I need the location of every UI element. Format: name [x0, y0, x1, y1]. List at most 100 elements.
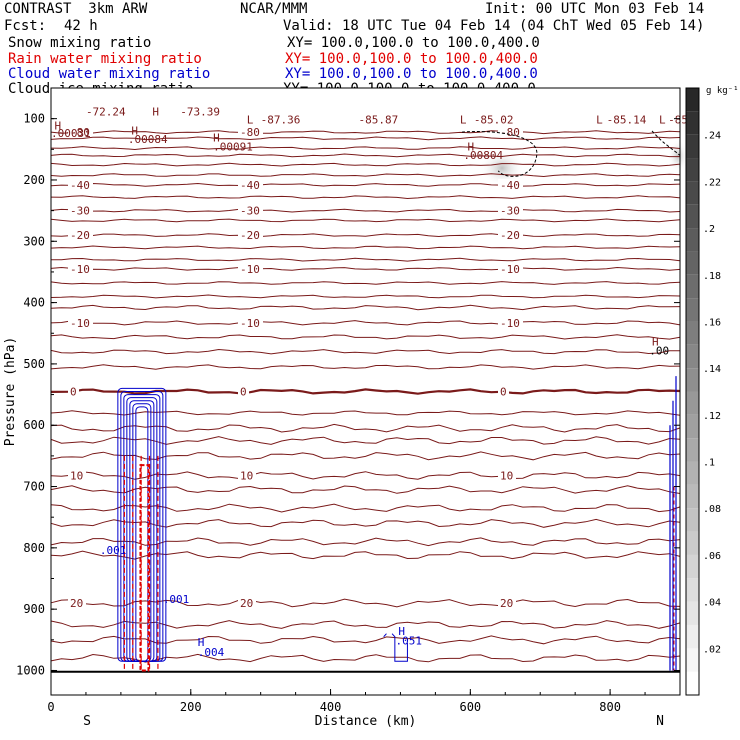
- isotherm-line: [50, 233, 681, 238]
- colorbar-tick-label: .06: [703, 551, 721, 562]
- contour-annotation: L: [460, 114, 467, 127]
- x-tick-label: 0: [47, 700, 54, 714]
- colorbar-tick-label: .16: [703, 317, 721, 328]
- colorbar-tick-label: .08: [703, 504, 721, 515]
- isotherm-label: 0: [500, 386, 507, 399]
- contour-annotation: .00091: [213, 141, 253, 154]
- x-tick-label: 800: [599, 700, 621, 714]
- colorbar-step: [686, 344, 699, 369]
- isotherm-line: [50, 598, 681, 608]
- isotherm-line: [50, 153, 680, 158]
- colorbar-tick-label: .24: [703, 131, 721, 142]
- contour-annotation: L: [596, 114, 603, 127]
- contour-annotation: H: [652, 336, 659, 349]
- isotherm-label: -10: [500, 317, 520, 330]
- colorbar-step: [686, 484, 699, 509]
- y-axis-label: Pressure (hPa): [3, 337, 18, 447]
- isotherm-label-bg: [238, 262, 263, 275]
- colorbar-tick-label: .02: [703, 644, 721, 655]
- isotherm-label: -10: [500, 263, 520, 276]
- contour-annotation: H: [198, 636, 205, 649]
- isotherm-label-bg: [68, 204, 93, 217]
- isotherm-label-bg: [238, 178, 263, 191]
- isotherm-label-bg: [68, 469, 86, 482]
- y-tick-label: 300: [23, 234, 45, 248]
- ice-shading: [480, 150, 524, 186]
- isotherm-line: [50, 537, 681, 547]
- isotherm-line: [50, 503, 681, 513]
- field-snow-xy: XY= 100.0,100.0 to 100.0,400.0: [287, 35, 540, 51]
- colorbar-tick-label: .14: [703, 364, 721, 375]
- isotherm-label-bg: [238, 597, 256, 610]
- colorbar-step: [686, 251, 699, 275]
- colorbar-step: [686, 321, 699, 345]
- isotherm-label-bg: [498, 229, 523, 242]
- isotherm-label-bg: [68, 178, 93, 191]
- isotherm-label: 10: [500, 469, 513, 482]
- contour-annotation: .004: [198, 646, 225, 659]
- isotherm-line: [50, 635, 681, 645]
- colorbar-step: [686, 414, 699, 439]
- isotherm-label: 0: [70, 386, 77, 399]
- isotherm-label-bg: [238, 126, 263, 139]
- colorbar-step: [686, 648, 699, 672]
- isotherm-label: -10: [240, 263, 260, 276]
- isotherm-label-bg: [68, 262, 93, 275]
- isotherm-label: -10: [240, 317, 260, 330]
- y-tick-label: 600: [23, 418, 45, 432]
- colorbar-tick-label: .2: [703, 224, 715, 235]
- direction-north: N: [656, 714, 664, 729]
- y-tick-label: 1000: [16, 663, 45, 677]
- isotherm-label: -10: [70, 317, 90, 330]
- isotherm-line: [50, 146, 681, 151]
- field-cloud-water-xy: XY= 100.0,100.0 to 100.0,400.0: [285, 66, 538, 82]
- contour-annotation: .001: [163, 593, 190, 606]
- cloud-ice-contour: [461, 131, 538, 177]
- isotherm-line: [50, 320, 681, 326]
- isotherm-line: [50, 364, 681, 370]
- colorbar-step: [686, 111, 699, 135]
- contour-annotation: -72.24: [86, 106, 126, 119]
- colorbar-step: [686, 368, 699, 392]
- contour-annotation: H: [398, 625, 405, 638]
- isotherm-label: -30: [70, 205, 90, 218]
- x-tick-label: 600: [459, 700, 481, 714]
- header-init: Init: 00 UTC Mon 03 Feb 14: [485, 1, 705, 17]
- isotherm-line: [50, 550, 681, 560]
- header-valid: Valid: 18 UTC Tue 04 Feb 14 (04 ChT Wed …: [283, 18, 705, 34]
- isotherm-label-bg: [498, 597, 516, 610]
- isotherm-label: -20: [500, 229, 520, 242]
- isotherm-label-bg: [238, 229, 263, 242]
- isotherm-label: -40: [500, 179, 520, 192]
- header-fcst-value: 42 h: [64, 18, 98, 34]
- isotherm-line: [50, 162, 681, 167]
- contour-annotation: L: [247, 114, 254, 127]
- isotherm-line: [50, 136, 681, 141]
- isotherm-line: [50, 173, 681, 178]
- colorbar-step: [686, 274, 699, 299]
- y-tick-label: 900: [23, 602, 45, 616]
- isotherm-label: 0: [240, 386, 247, 399]
- isotherm-label-bg: [498, 262, 523, 275]
- isotherm-label: -80: [240, 126, 260, 139]
- colorbar-step: [686, 508, 699, 532]
- isotherm-line: [50, 620, 681, 629]
- colorbar-step: [686, 204, 699, 229]
- isotherm-label-bg: [68, 597, 86, 610]
- y-tick-label: 700: [23, 480, 45, 494]
- field-snow-name: Snow mixing ratio: [8, 35, 152, 51]
- contour-annotation: .00084: [128, 133, 168, 146]
- isotherm-line: [50, 451, 681, 461]
- contour-annotation: H: [152, 106, 159, 119]
- contour-annotation: .00804: [463, 149, 503, 162]
- colorbar-step: [686, 671, 699, 695]
- colorbar-step: [686, 624, 699, 649]
- isotherm-label-bg: [68, 126, 93, 139]
- contour-annotation: -85: [668, 114, 688, 127]
- isotherm-label-bg: [238, 316, 263, 329]
- isotherm-line: [50, 304, 681, 311]
- contour-annotation: -85.87: [359, 114, 399, 127]
- header-fcst-label: Fcst:: [4, 18, 47, 34]
- contour-annotation: -73.39: [180, 106, 220, 119]
